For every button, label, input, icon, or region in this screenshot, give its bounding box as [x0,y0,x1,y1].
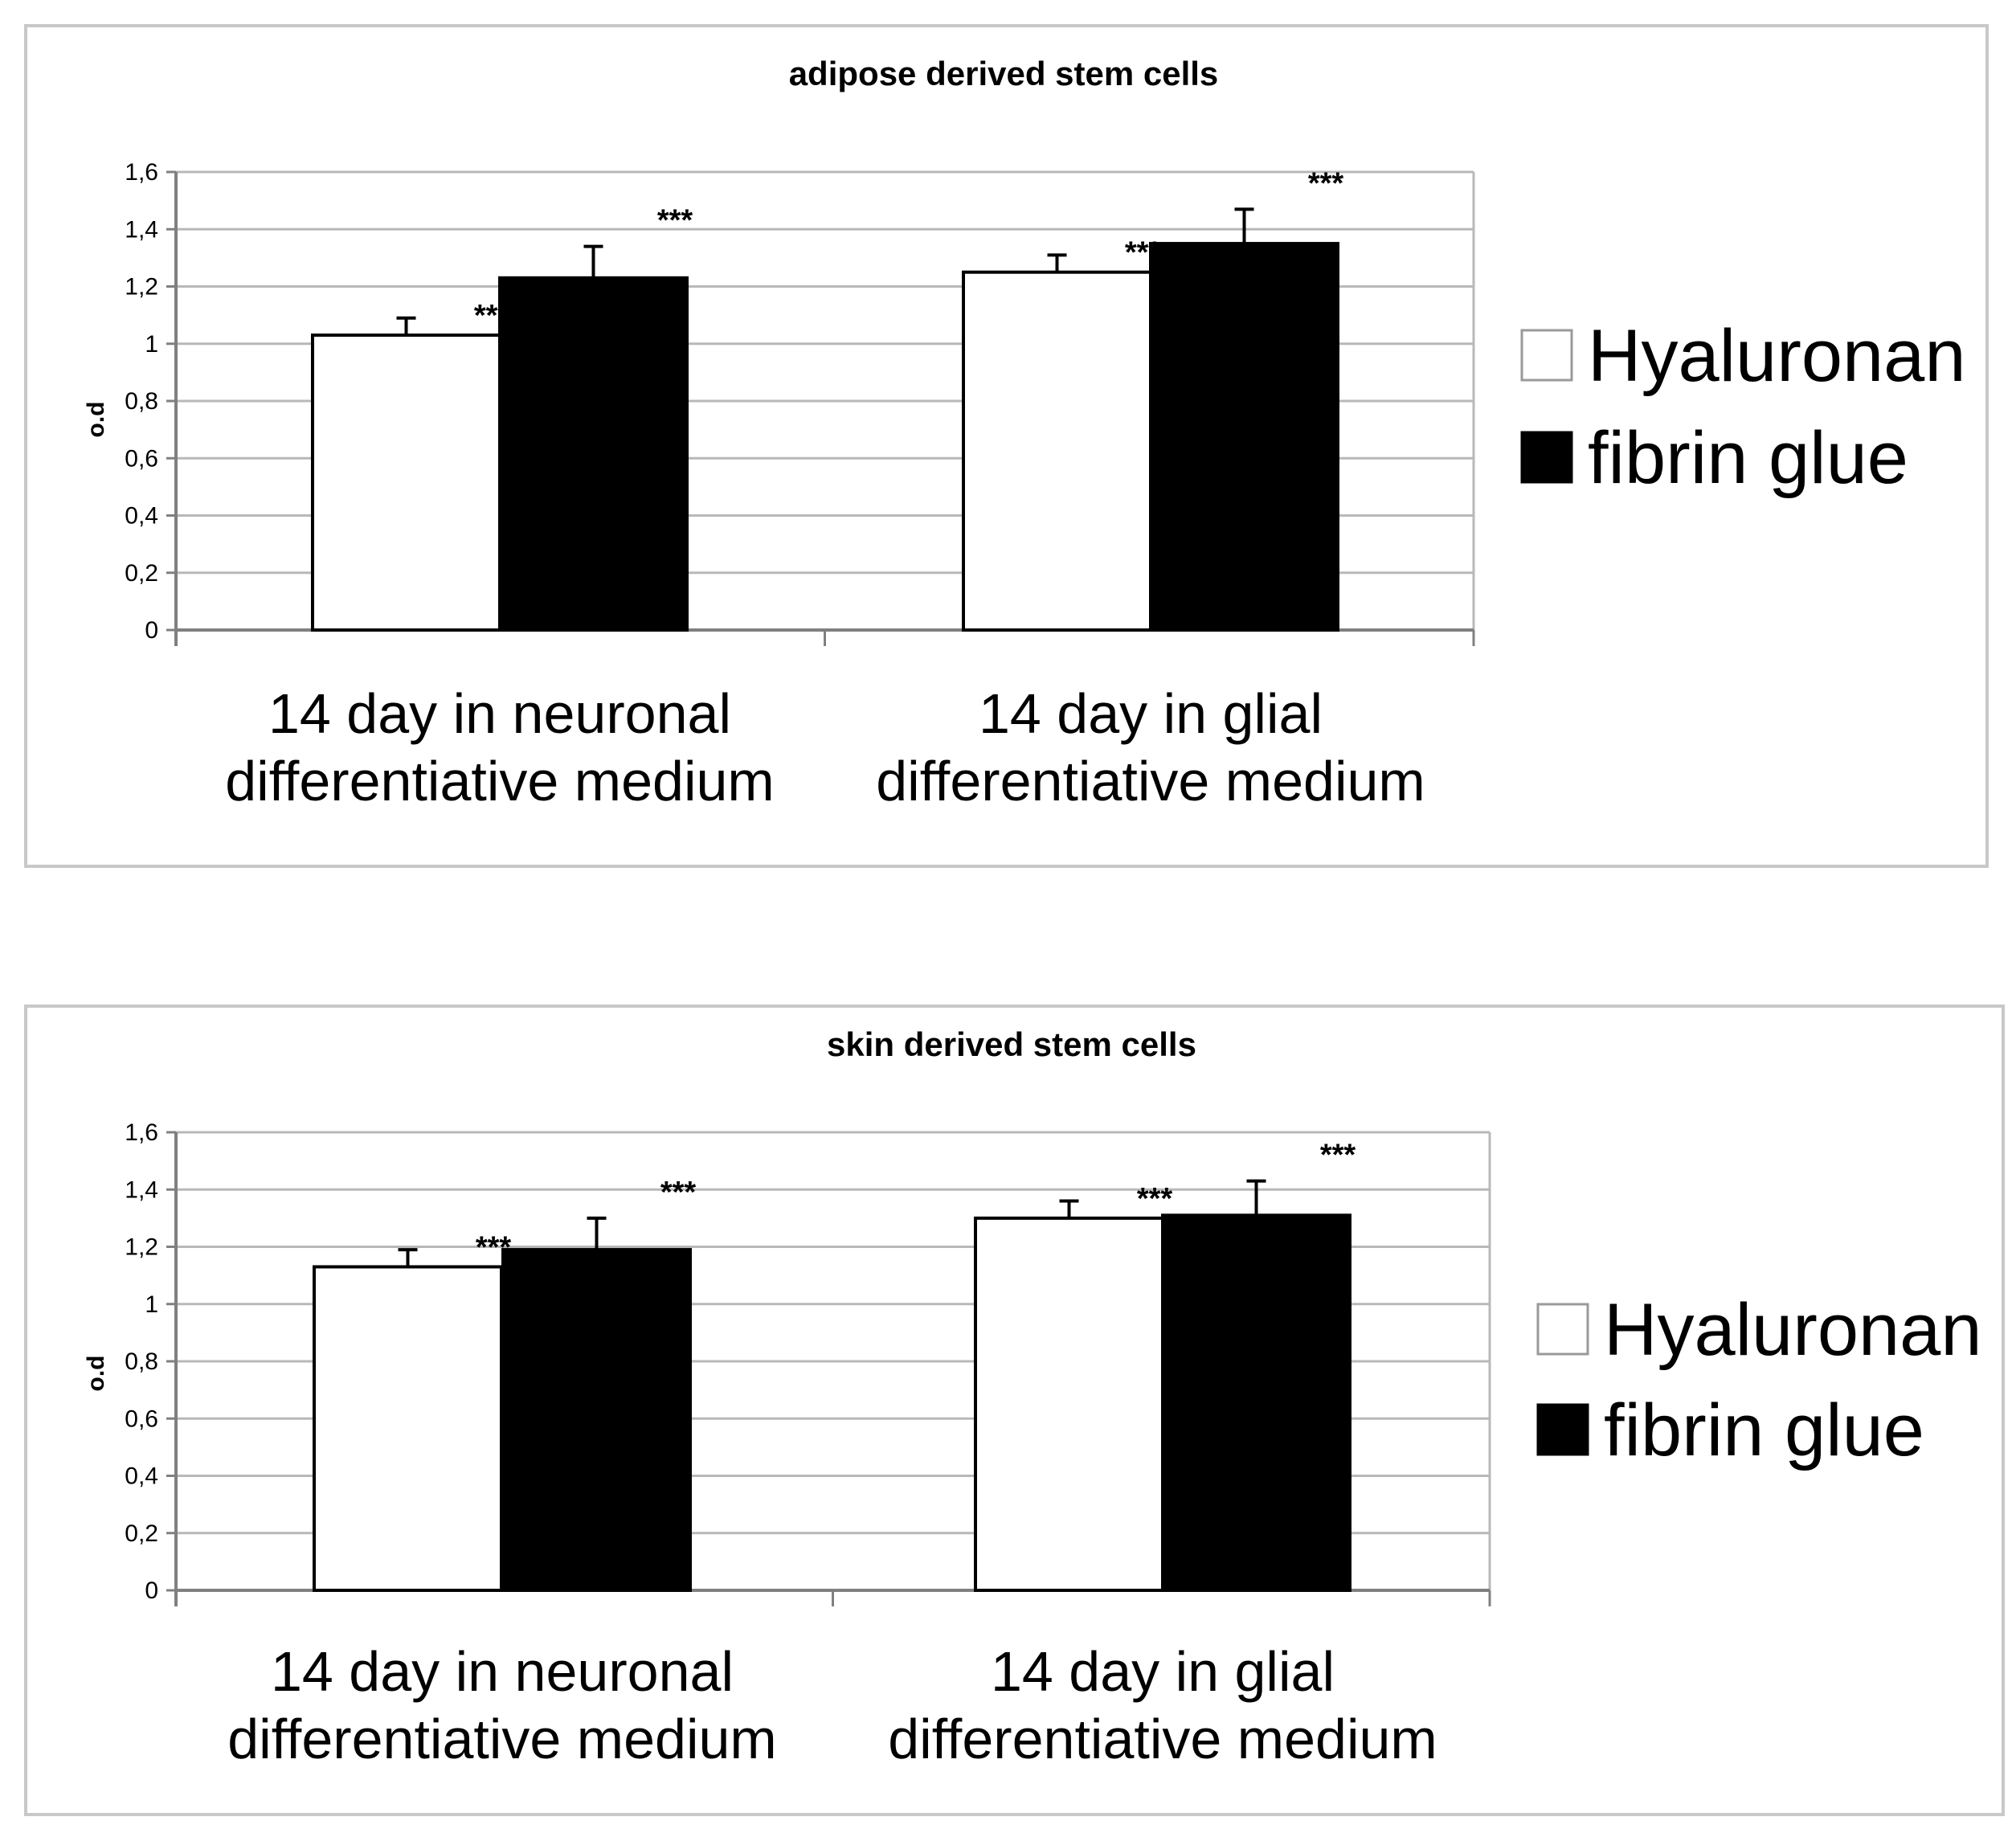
legend-swatch [1536,1403,1589,1456]
y-tick-label: 1,6 [125,1119,158,1146]
x-category-label: 14 day in glial [979,682,1323,745]
x-category-label: differentiative medium [227,1708,777,1770]
y-tick-label: 0,8 [125,1348,158,1375]
chart-panel-adipose: adipose derived stem cells o.d 0 0,2 0,4 0,… [24,24,1989,868]
bar [498,276,689,632]
y-tick-label: 1 [145,1291,158,1318]
legend-label: Hyaluronan [1604,1289,1982,1371]
y-axis-label: o.d [83,1356,109,1392]
x-category-label: differentiative medium [888,1708,1437,1770]
y-tick-label: 0,2 [125,1520,158,1547]
y-tick-label: 0,6 [125,1406,158,1432]
y-tick-label: 0,4 [125,1463,158,1490]
y-tick-label: 0,6 [125,445,158,472]
y-tick-label: 0 [145,1577,158,1604]
bar [501,1248,692,1592]
significance-label: *** [1137,1182,1173,1216]
y-tick-label: 0 [145,617,158,644]
significance-label: *** [1320,1139,1356,1172]
x-category-label: differentiative medium [225,750,775,812]
legend-label: Hyaluronan [1588,315,1966,397]
x-category-label: 14 day in neuronal [268,682,731,745]
bar [962,270,1152,632]
chart-adipose: adipose derived stem cells o.d 0 0,2 0,4 0,… [83,55,1966,812]
x-category-label: 14 day in neuronal [271,1640,734,1703]
bar [974,1216,1164,1592]
x-category-label: 14 day in glial [991,1640,1335,1703]
legend-swatch [1520,431,1573,484]
chart-skin: skin derived stem cells o.d 0 0,2 0,4 0,6 0,… [83,1025,1982,1770]
y-axis-label: o.d [83,402,109,438]
legend-label: fibrin glue [1604,1389,1924,1471]
legend-label: fibrin glue [1588,417,1908,499]
chart-title: skin derived stem cells [827,1025,1196,1063]
bar [1161,1213,1351,1592]
y-tick-label: 1,6 [125,159,158,186]
y-tick-label: 1 [145,331,158,358]
bar [313,1265,503,1592]
y-tick-label: 1,2 [125,274,158,301]
y-tick-label: 1,4 [125,216,158,243]
significance-label: *** [1308,166,1344,200]
chart-title: adipose derived stem cells [789,55,1219,92]
bar [311,333,501,632]
significance-label: *** [657,204,693,238]
bar [1149,242,1339,632]
chart-panel-skin: skin derived stem cells o.d 0 0,2 0,4 0,6 0,… [24,1005,2005,1816]
legend-swatch [1536,1303,1589,1356]
y-tick-label: 1,4 [125,1176,158,1203]
y-tick-label: 0,4 [125,503,158,530]
y-tick-label: 0,2 [125,560,158,587]
y-tick-label: 1,2 [125,1234,158,1261]
y-tick-label: 0,8 [125,388,158,415]
x-category-label: differentiative medium [876,750,1425,812]
significance-label: *** [660,1176,697,1209]
legend-swatch [1520,329,1573,382]
